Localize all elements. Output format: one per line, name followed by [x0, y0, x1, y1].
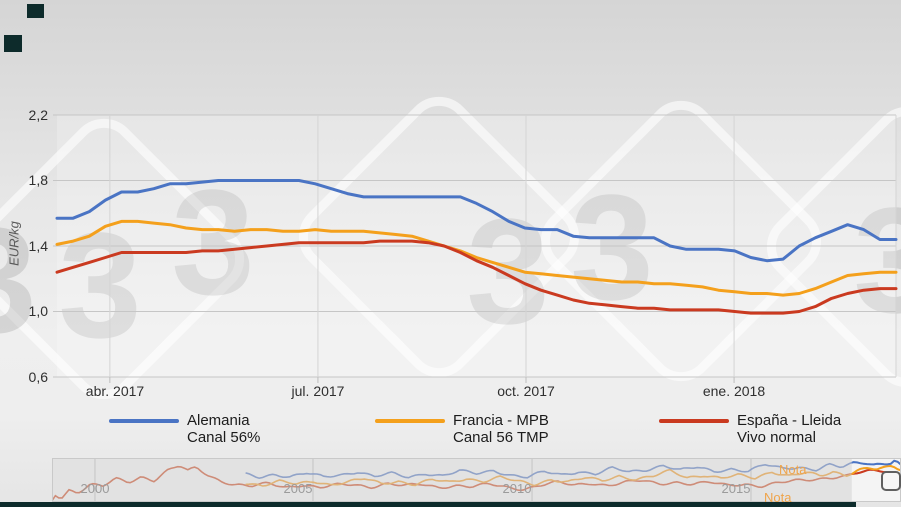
watermark-three: 3: [853, 176, 901, 344]
legend-swatch-francia: [375, 419, 445, 423]
watermark-three: 3: [58, 201, 142, 369]
nota-annotation-top: Nota: [779, 462, 807, 477]
legend-swatch-espana: [659, 419, 729, 423]
legend-label: Francia - MPB: [453, 412, 549, 429]
corner-box: [4, 35, 22, 52]
navigator-year-label: 2015: [721, 481, 751, 496]
navigator-year-label: 2000: [80, 481, 110, 496]
chart-navigator[interactable]: 2000 2005 2010 2015 Nota Nota: [52, 458, 901, 505]
navigator-year-label: 2010: [502, 481, 532, 496]
y-tick-label: 2,2: [28, 107, 48, 123]
x-tick-label: jul. 2017: [291, 383, 345, 399]
y-tick-label: 1,8: [28, 172, 48, 188]
y-tick-label: 0,6: [28, 369, 48, 385]
legend-swatch-alemania: [109, 419, 179, 423]
price-line-chart[interactable]: [0, 0, 901, 458]
watermark-three: 3: [171, 158, 255, 326]
legend-label: Alemania: [187, 412, 250, 429]
y-tick-label: 1,0: [28, 303, 48, 319]
navigator-series[interactable]: [52, 458, 901, 502]
navigator-handle[interactable]: [881, 471, 901, 491]
x-tick-label: abr. 2017: [85, 383, 145, 399]
nota-annotation-bottom: Nota: [764, 490, 792, 505]
bottom-edge-bar: [0, 502, 856, 507]
legend-label: España - Lleida: [737, 412, 842, 429]
x-tick-label: oct. 2017: [497, 383, 555, 399]
y-tick-label: 1,4: [28, 238, 48, 254]
x-tick-label: ene. 2018: [702, 383, 766, 399]
watermark-three: 3: [570, 163, 654, 331]
legend-sublabel: Vivo normal: [737, 429, 816, 446]
legend-sublabel: Canal 56%: [187, 429, 261, 446]
watermark-three: 3: [0, 205, 50, 355]
navigator-year-label: 2005: [283, 481, 313, 496]
legend-sublabel: Canal 56 TMP: [453, 429, 549, 446]
corner-box: [27, 4, 44, 18]
